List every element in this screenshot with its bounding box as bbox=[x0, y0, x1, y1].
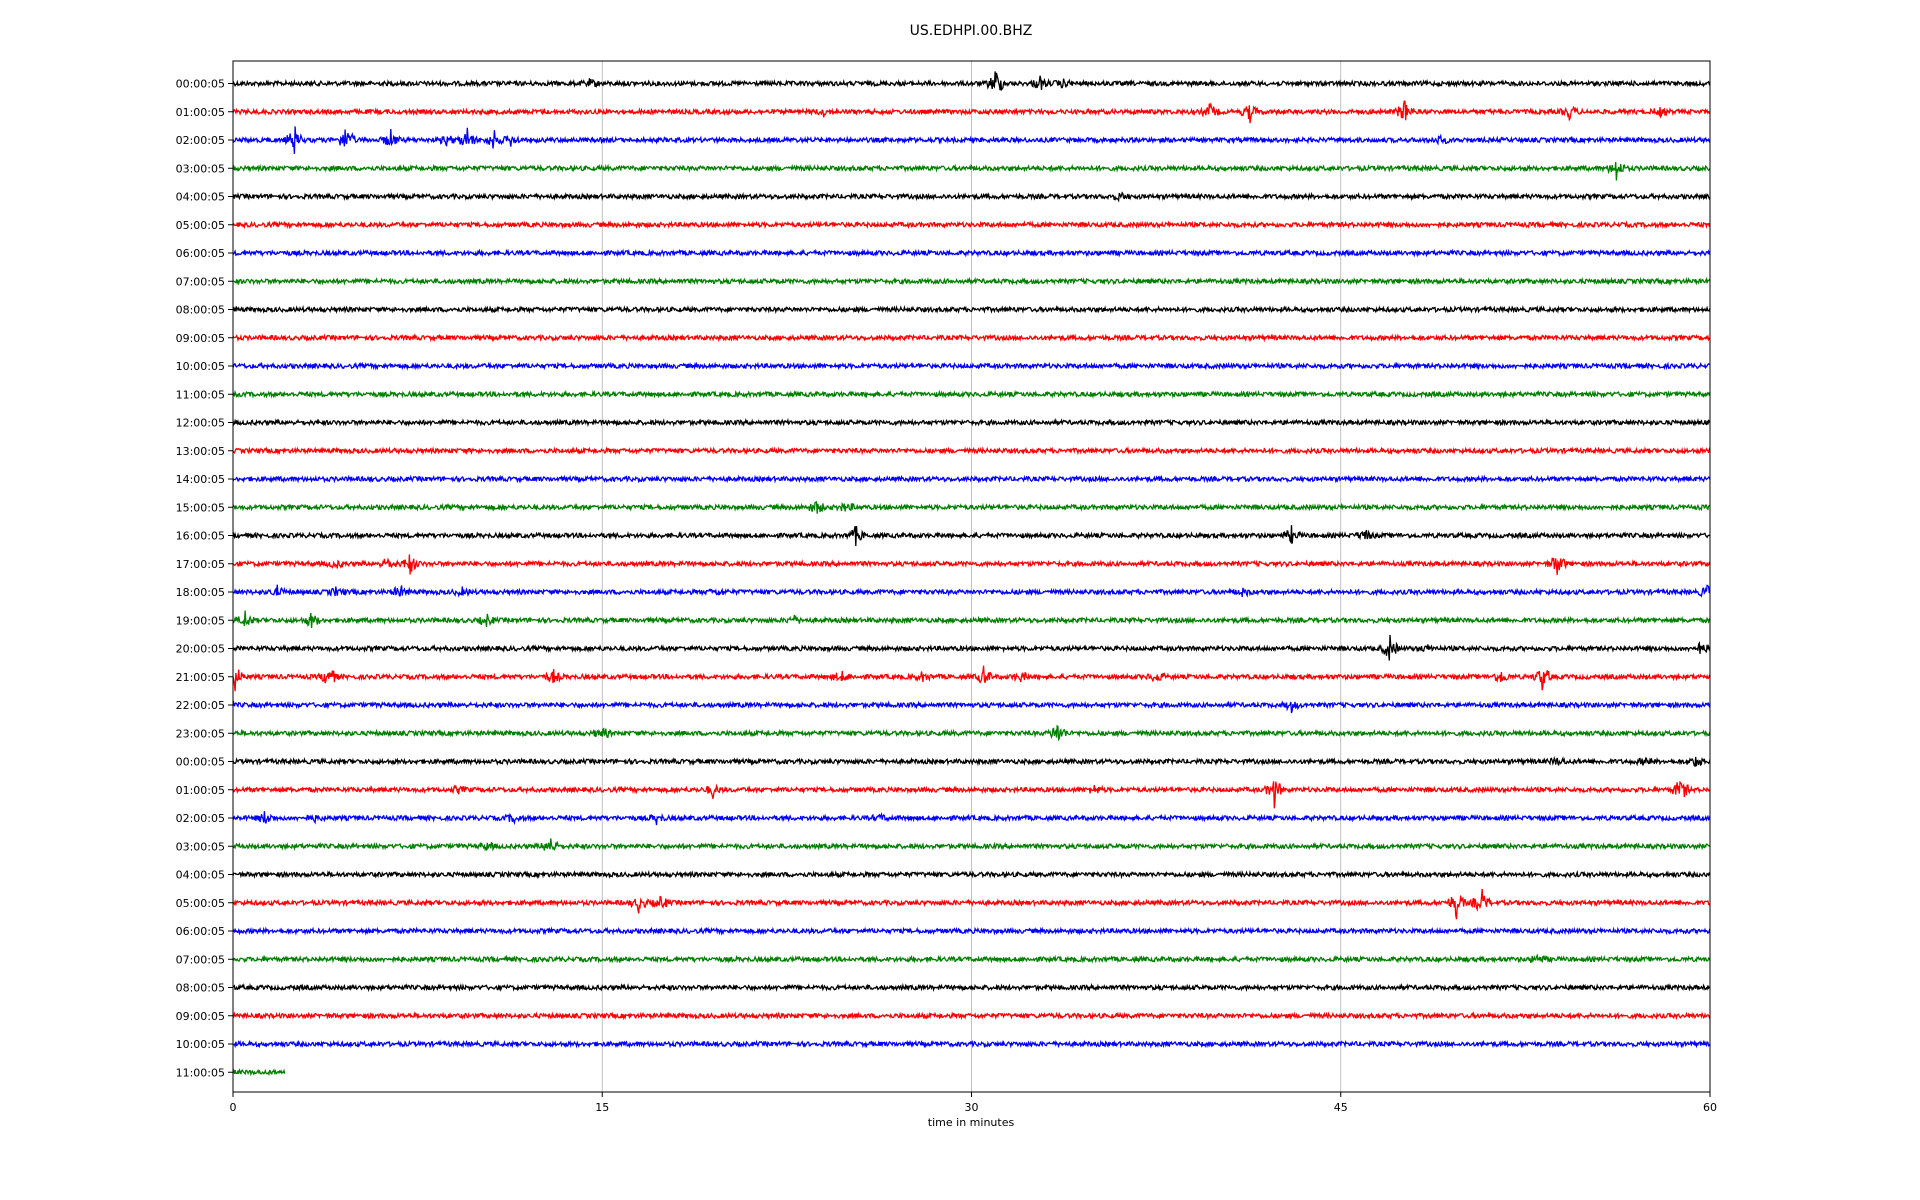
row-time-label: 03:00:05 bbox=[176, 840, 225, 853]
row-time-label: 18:00:05 bbox=[176, 586, 225, 599]
seismogram-trace bbox=[232, 162, 1711, 181]
seismogram-traces bbox=[232, 71, 1711, 1077]
x-axis-label: time in minutes bbox=[928, 1116, 1015, 1129]
row-time-label: 17:00:05 bbox=[176, 558, 225, 571]
row-time-label: 10:00:05 bbox=[176, 360, 225, 373]
row-time-label: 23:00:05 bbox=[176, 727, 225, 740]
seismogram-trace bbox=[232, 126, 1711, 154]
x-tick-label: 15 bbox=[595, 1101, 609, 1114]
row-time-label: 09:00:05 bbox=[176, 1010, 225, 1023]
seismogram-trace bbox=[232, 700, 1711, 714]
seismogram-trace bbox=[232, 584, 1711, 598]
row-time-label: 11:00:05 bbox=[176, 1066, 225, 1079]
seismogram-trace bbox=[232, 1011, 1711, 1021]
row-time-labels: 00:00:05 01:00:05 02:00:05 03:00:05 04:00:05… bbox=[176, 78, 233, 1079]
row-time-label: 19:00:05 bbox=[176, 614, 225, 627]
x-axis-ticks: 0 15 30 45 60 bbox=[230, 1092, 1717, 1114]
seismogram-trace bbox=[232, 248, 1711, 258]
seismogram-trace bbox=[232, 417, 1711, 428]
seismogram-trace bbox=[232, 755, 1711, 768]
seismogram-trace bbox=[232, 525, 1711, 547]
seismogram-trace bbox=[232, 100, 1711, 124]
seismogram-trace bbox=[232, 634, 1711, 661]
row-time-label: 08:00:05 bbox=[176, 304, 225, 317]
vertical-grid bbox=[601, 61, 1342, 1092]
seismogram-trace bbox=[232, 1039, 1711, 1049]
seismogram-trace bbox=[232, 220, 1711, 230]
row-time-label: 05:00:05 bbox=[176, 219, 225, 232]
row-time-label: 07:00:05 bbox=[176, 953, 225, 966]
row-time-label: 04:00:05 bbox=[176, 869, 225, 882]
seismogram-trace bbox=[232, 276, 1711, 286]
row-time-label: 07:00:05 bbox=[176, 275, 225, 288]
seismogram-trace bbox=[232, 361, 1711, 371]
row-time-label: 11:00:05 bbox=[176, 388, 225, 401]
x-tick-label: 60 bbox=[1703, 1101, 1717, 1114]
row-time-label: 00:00:05 bbox=[176, 78, 225, 91]
row-time-label: 21:00:05 bbox=[176, 671, 225, 684]
row-time-label: 14:00:05 bbox=[176, 473, 225, 486]
seismogram-trace bbox=[232, 869, 1711, 880]
row-time-label: 16:00:05 bbox=[176, 530, 225, 543]
seismogram-trace bbox=[232, 889, 1711, 920]
chart-title: US.EDHPI.00.BHZ bbox=[910, 23, 1033, 39]
seismogram-trace bbox=[232, 724, 1711, 742]
seismogram-trace bbox=[232, 501, 1711, 514]
row-time-label: 03:00:05 bbox=[176, 162, 225, 175]
seismogram-trace bbox=[232, 780, 1711, 809]
seismogram-trace bbox=[232, 610, 1711, 629]
seismogram-trace bbox=[232, 389, 1711, 399]
seismogram-trace bbox=[232, 474, 1711, 484]
seismogram-trace bbox=[232, 333, 1711, 343]
row-time-label: 20:00:05 bbox=[176, 643, 225, 656]
row-time-label: 02:00:05 bbox=[176, 812, 225, 825]
seismogram-trace bbox=[232, 304, 1711, 315]
seismogram-trace bbox=[232, 982, 1711, 993]
seismogram-trace bbox=[232, 838, 1711, 852]
x-tick-label: 30 bbox=[965, 1101, 979, 1114]
row-time-label: 04:00:05 bbox=[176, 191, 225, 204]
seismogram-trace bbox=[232, 71, 1711, 92]
row-time-label: 06:00:05 bbox=[176, 925, 225, 938]
row-time-label: 05:00:05 bbox=[176, 897, 225, 910]
seismogram-trace bbox=[232, 665, 1711, 692]
x-tick-label: 45 bbox=[1334, 1101, 1348, 1114]
row-time-label: 22:00:05 bbox=[176, 699, 225, 712]
seismogram-trace bbox=[232, 811, 1711, 826]
row-time-label: 08:00:05 bbox=[176, 982, 225, 995]
seismogram-trace bbox=[232, 953, 1711, 964]
row-time-label: 01:00:05 bbox=[176, 106, 225, 119]
row-time-label: 00:00:05 bbox=[176, 756, 225, 769]
seismogram-trace bbox=[233, 554, 1711, 575]
seismogram-trace bbox=[232, 926, 1711, 936]
x-tick-label: 0 bbox=[230, 1101, 237, 1114]
row-time-label: 01:00:05 bbox=[176, 784, 225, 797]
row-time-label: 12:00:05 bbox=[176, 417, 225, 430]
row-time-label: 13:00:05 bbox=[176, 445, 225, 458]
row-time-label: 15:00:05 bbox=[176, 501, 225, 514]
row-time-label: 09:00:05 bbox=[176, 332, 225, 345]
seismogram-trace bbox=[232, 1068, 286, 1077]
row-time-label: 02:00:05 bbox=[176, 134, 225, 147]
seismogram-trace bbox=[232, 191, 1711, 203]
seismogram-trace bbox=[232, 446, 1711, 456]
row-time-label: 10:00:05 bbox=[176, 1038, 225, 1051]
row-time-label: 06:00:05 bbox=[176, 247, 225, 260]
